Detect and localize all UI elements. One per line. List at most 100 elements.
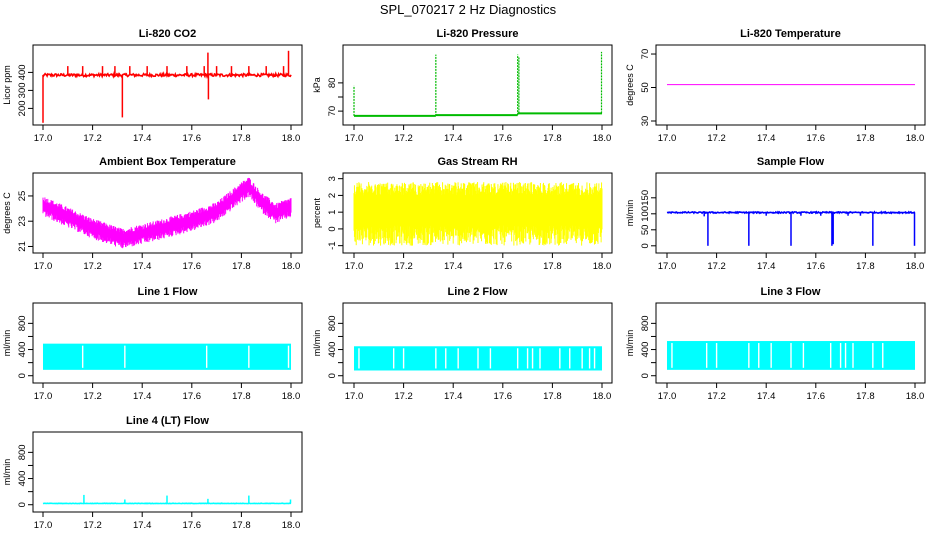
boxtemp-ytick-label: 25 [17, 191, 28, 202]
line3-xtick-label: 17.8 [856, 391, 875, 402]
rh-xtick-label: 17.8 [543, 261, 562, 272]
temp-xtick-label: 17.2 [707, 133, 726, 144]
temp-ytick-label: 50 [640, 82, 651, 93]
temp-xtick-label: 17.6 [807, 133, 826, 144]
pressure-xtick-label: 17.4 [444, 133, 463, 144]
temp-ytick-label: 70 [640, 49, 651, 60]
temp-xtick-label: 17.0 [658, 133, 677, 144]
sampleflow-xtick-label: 17.0 [658, 261, 677, 272]
panel-sampleflow: Sample Flow ml/min 17.0 17.2 17.4 17.6 17.8 18.… [625, 156, 926, 272]
pressure-xtick-label: 17.6 [494, 133, 513, 144]
sampleflow-series [666, 210, 916, 246]
line1-ytick-label: 400 [17, 342, 28, 358]
sampleflow-xtick-label: 17.6 [807, 261, 826, 272]
line1-xtick-label: 17.8 [232, 391, 251, 402]
line1-xtick-label: 17.2 [83, 391, 102, 402]
pressure-frame [342, 44, 613, 126]
boxtemp-ytick-label: 21 [17, 241, 28, 252]
panel-pressure: Li-820 Pressure kPa 17.0 17.2 17.4 17.6 17.8 18… [312, 28, 613, 144]
panel-temp: Li-820 Temperature degrees C 17.0 17.2 17.4 1… [625, 28, 926, 144]
line1-ytick-label: 0 [17, 373, 28, 378]
pressure-xtick-label: 17.0 [345, 133, 364, 144]
panel-line1: Line 1 Flow ml/min 17.0 17.2 17.4 17.6 17.8 18.… [2, 286, 303, 402]
co2-xtick-label: 17.6 [183, 133, 202, 144]
line1-series [43, 343, 291, 370]
line4-xtick-label: 17.0 [34, 520, 53, 531]
line3-xtick-label: 18.0 [906, 391, 925, 402]
boxtemp-xtick-label: 17.0 [34, 261, 53, 272]
rh-frame [342, 172, 613, 254]
co2-title: Li-820 CO2 [139, 28, 196, 40]
rh-ylabel: percent [312, 197, 322, 228]
temp-title: Li-820 Temperature [740, 28, 841, 40]
rh-title: Gas Stream RH [437, 156, 517, 168]
line3-xtick-label: 17.0 [658, 391, 677, 402]
line2-xtick-label: 17.6 [494, 391, 513, 402]
boxtemp-ylabel: degrees C [2, 192, 12, 234]
sampleflow-xtick-label: 18.0 [906, 261, 925, 272]
line2-ytick-label: 0 [327, 373, 338, 378]
line2-xtick-label: 18.0 [593, 391, 612, 402]
sampleflow-title: Sample Flow [757, 156, 825, 168]
line3-series [667, 341, 915, 370]
rh-xtick-label: 17.4 [444, 261, 463, 272]
panel-co2: Li-820 CO2 Licor ppm 17.0 17.2 17.4 17.6 17.8 1… [2, 28, 303, 144]
rh-xtick-label: 17.0 [345, 261, 364, 272]
temp-xtick-label: 17.4 [757, 133, 776, 144]
pressure-xtick-label: 18.0 [593, 133, 612, 144]
line3-ytick-label: 800 [640, 315, 651, 331]
line4-ytick-label: 800 [17, 444, 28, 460]
line4-ylabel: ml/min [2, 459, 12, 486]
panel-rh: Gas Stream RH percent 17.0 17.2 17.4 17.6 17.8… [312, 156, 613, 272]
line4-xtick-label: 17.2 [83, 520, 102, 531]
sampleflow-ytick-label: 50 [640, 225, 651, 236]
line4-xtick-label: 18.0 [282, 520, 301, 531]
line3-ytick-label: 0 [640, 373, 651, 378]
sampleflow-ytick-label: 100 [640, 206, 651, 222]
temp-ylabel: degrees C [625, 64, 635, 106]
line4-xtick-label: 17.4 [133, 520, 152, 531]
line2-ytick-label: 800 [327, 315, 338, 331]
line3-xtick-label: 17.6 [807, 391, 826, 402]
boxtemp-xtick-label: 17.6 [183, 261, 202, 272]
pressure-ytick-label: 70 [327, 106, 338, 117]
rh-ytick-label: -1 [327, 241, 338, 249]
sampleflow-xtick-label: 17.2 [707, 261, 726, 272]
rh-xtick-label: 17.6 [494, 261, 513, 272]
boxtemp-ytick-label: 23 [17, 216, 28, 227]
line1-frame [32, 302, 303, 384]
line1-ylabel: ml/min [2, 330, 12, 357]
line3-frame [655, 302, 926, 384]
rh-ytick-label: 3 [327, 176, 338, 181]
panel-line3: Line 3 Flow ml/min 17.0 17.2 17.4 17.6 17.8 18.… [625, 286, 926, 402]
co2-xtick-label: 17.0 [34, 133, 53, 144]
line4-xtick-label: 17.8 [232, 520, 251, 531]
line3-ytick-label: 400 [640, 342, 651, 358]
rh-ytick-label: 1 [327, 210, 338, 215]
pressure-ylabel: kPa [312, 77, 322, 93]
figure-title: SPL_070217 2 Hz Diagnostics [380, 2, 557, 17]
boxtemp-xtick-label: 17.8 [232, 261, 251, 272]
line3-title: Line 3 Flow [761, 286, 821, 298]
boxtemp-title: Ambient Box Temperature [99, 156, 236, 168]
rh-ytick-label: 2 [327, 193, 338, 198]
line1-ytick-label: 800 [17, 315, 28, 331]
co2-xtick-label: 17.8 [232, 133, 251, 144]
rh-series [353, 182, 603, 246]
line1-xtick-label: 18.0 [282, 391, 301, 402]
line1-xtick-label: 17.4 [133, 391, 152, 402]
temp-xtick-label: 17.8 [856, 133, 875, 144]
panel-line2: Line 2 Flow ml/min 17.0 17.2 17.4 17.6 17.8 18.… [312, 286, 613, 402]
line1-xtick-label: 17.0 [34, 391, 53, 402]
line4-xtick-label: 17.6 [183, 520, 202, 531]
sampleflow-frame [655, 172, 926, 254]
line2-xtick-label: 17.0 [345, 391, 364, 402]
boxtemp-xtick-label: 17.4 [133, 261, 152, 272]
temp-xtick-label: 18.0 [906, 133, 925, 144]
boxtemp-frame [32, 172, 303, 254]
co2-ylabel: Licor ppm [2, 65, 12, 105]
line4-ytick-label: 0 [17, 502, 28, 507]
line2-xtick-label: 17.4 [444, 391, 463, 402]
line4-ytick-label: 400 [17, 471, 28, 487]
line4-frame [32, 431, 303, 513]
